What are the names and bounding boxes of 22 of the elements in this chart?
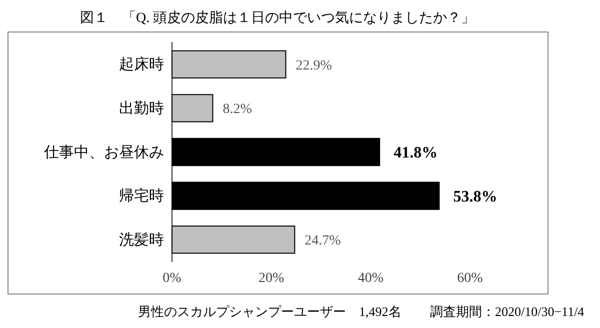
- x-tick-label: 60%: [457, 270, 484, 286]
- chart-title: 図１ 「Q. 頭皮の皮脂は１日の中でいつ気になりましたか？」: [80, 10, 476, 26]
- data-label: 22.9%: [296, 58, 332, 74]
- y-tick-label: 帰宅時: [119, 188, 164, 205]
- data-label: 8.2%: [222, 102, 252, 118]
- text: 男性のスカルプシャンプーユーザー 1,492名: [138, 304, 402, 319]
- data-label: 53.8%: [453, 188, 498, 206]
- data-label: 41.8%: [394, 144, 438, 162]
- text: 調査期間：2020/10/30−11/4: [430, 304, 585, 319]
- y-tick-label: 出勤時: [119, 100, 164, 117]
- x-tick-label: 40%: [358, 270, 384, 286]
- bar: [172, 50, 286, 78]
- y-tick-label: 仕事中、お昼休み: [43, 144, 164, 161]
- y-tick-label: 洗髪時: [119, 231, 164, 248]
- bar: [172, 226, 296, 254]
- data-label: 24.7%: [304, 234, 342, 249]
- bar: [172, 182, 440, 210]
- bar: [172, 138, 380, 166]
- y-tick-label: 起床時: [119, 56, 164, 74]
- x-tick-label: 0%: [162, 270, 182, 286]
- x-tick-label: 20%: [258, 270, 284, 286]
- bar: [172, 94, 214, 122]
